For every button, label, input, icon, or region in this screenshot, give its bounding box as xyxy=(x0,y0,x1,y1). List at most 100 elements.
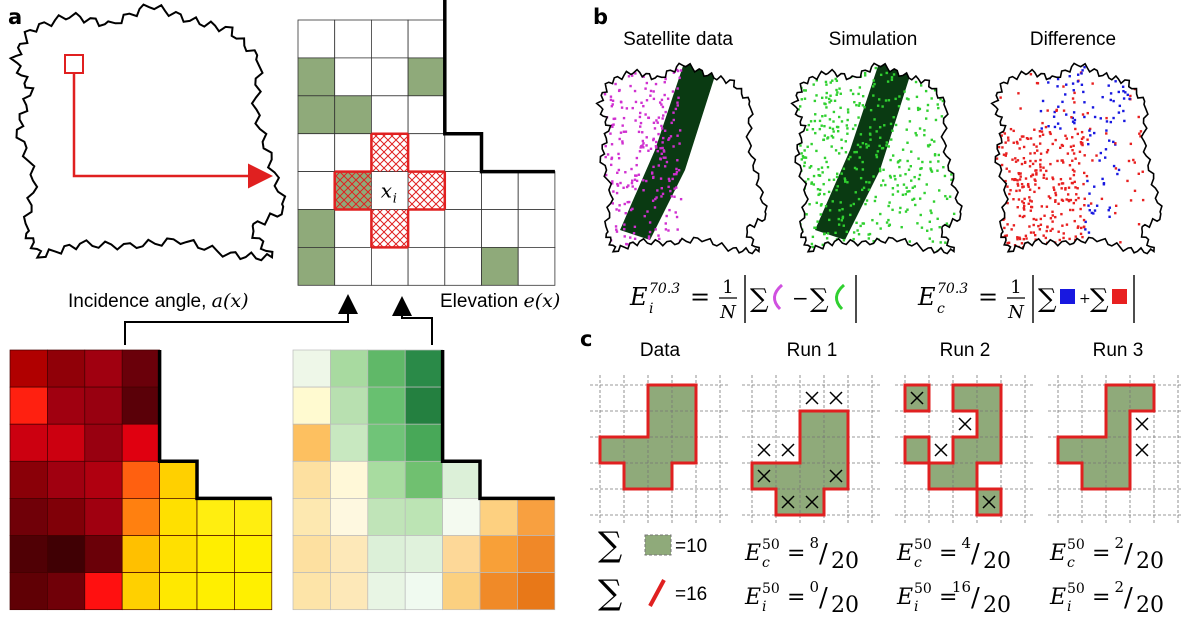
pixel xyxy=(609,132,611,134)
pixel xyxy=(956,102,958,104)
pixel xyxy=(615,208,617,210)
pixel xyxy=(846,119,848,121)
heatmap-cell xyxy=(122,387,159,424)
pixel xyxy=(595,179,597,181)
pixel xyxy=(875,154,877,156)
pixel xyxy=(860,133,862,135)
heatmap-cell xyxy=(197,536,234,573)
pixel xyxy=(623,117,625,119)
pixel xyxy=(1086,180,1088,182)
pixel xyxy=(612,73,614,75)
pixel xyxy=(994,168,996,170)
grid-cell xyxy=(482,210,519,248)
pixel xyxy=(946,198,948,200)
pixel xyxy=(592,64,594,66)
pixel xyxy=(965,110,967,112)
pixel xyxy=(819,174,821,176)
equals: = xyxy=(787,585,805,610)
pixel xyxy=(1006,223,1008,225)
pixel xyxy=(817,188,819,190)
grid-cell xyxy=(518,247,555,285)
pixel xyxy=(1100,152,1102,154)
pixel xyxy=(1000,185,1002,187)
pixel xyxy=(677,104,679,106)
pixel xyxy=(620,101,622,103)
superscript: 50 xyxy=(762,581,780,597)
pixel xyxy=(962,151,964,153)
heatmap-cell xyxy=(122,350,159,387)
pixel xyxy=(989,217,991,219)
pixel xyxy=(906,190,908,192)
pixel xyxy=(1054,199,1056,201)
pixel xyxy=(594,241,596,243)
pixel xyxy=(1041,122,1043,124)
pixel xyxy=(592,137,594,139)
pixel xyxy=(929,237,931,239)
pixel xyxy=(838,152,840,154)
pixel xyxy=(1086,138,1088,140)
pixel xyxy=(1081,250,1083,252)
pixel xyxy=(930,97,932,99)
pixel xyxy=(1124,91,1126,93)
pixel xyxy=(915,252,917,254)
pixel xyxy=(787,151,789,153)
pixel xyxy=(1016,142,1018,144)
pixel xyxy=(800,61,802,63)
pixel xyxy=(1056,85,1058,87)
pixel xyxy=(996,191,998,193)
pixel xyxy=(1001,164,1003,166)
pixel xyxy=(837,126,839,128)
pixel xyxy=(787,104,789,106)
pixel xyxy=(598,181,600,183)
heatmap-cell xyxy=(480,498,517,535)
pixel xyxy=(937,103,939,105)
pixel xyxy=(1079,215,1081,217)
pixel xyxy=(964,175,966,177)
pixel xyxy=(1064,188,1066,190)
pixel xyxy=(1114,142,1116,144)
pixel xyxy=(1073,101,1075,103)
pixel xyxy=(987,250,989,252)
pixel xyxy=(960,182,962,184)
pixel xyxy=(1021,250,1023,252)
pixel xyxy=(1083,172,1085,174)
pixel xyxy=(616,183,618,185)
pixel xyxy=(1045,178,1047,180)
pixel xyxy=(611,143,613,145)
pixel xyxy=(800,152,802,154)
pixel xyxy=(957,93,959,95)
pixel xyxy=(606,251,608,253)
pixel xyxy=(657,150,659,152)
pixel xyxy=(898,166,900,168)
pixel xyxy=(815,150,817,152)
pixel xyxy=(1030,137,1032,139)
pixel xyxy=(1066,244,1068,246)
pixel xyxy=(1008,170,1010,172)
pixel xyxy=(1019,215,1021,217)
pixel xyxy=(802,201,804,203)
grid-cell xyxy=(298,210,335,248)
pixel xyxy=(949,120,951,122)
pixel xyxy=(959,251,961,253)
green-curve xyxy=(836,285,844,309)
pixel xyxy=(1019,172,1021,174)
heatmap-cell xyxy=(10,461,47,498)
pixel xyxy=(1128,160,1130,162)
pixel xyxy=(903,90,905,92)
pixel xyxy=(660,125,662,127)
pixel xyxy=(1062,161,1064,163)
pixel xyxy=(1057,106,1059,108)
pixel xyxy=(1045,126,1047,128)
pixel xyxy=(1045,170,1047,172)
pixel xyxy=(671,122,673,124)
subscript: i xyxy=(762,599,766,615)
pixel xyxy=(1106,120,1108,122)
pixel xyxy=(797,123,799,125)
pixel xyxy=(1080,72,1082,74)
grid-cell xyxy=(335,20,372,58)
pixel xyxy=(825,83,827,85)
pixel xyxy=(793,177,795,179)
pixel xyxy=(929,161,931,163)
pixel xyxy=(991,213,993,215)
pixel xyxy=(855,104,857,106)
